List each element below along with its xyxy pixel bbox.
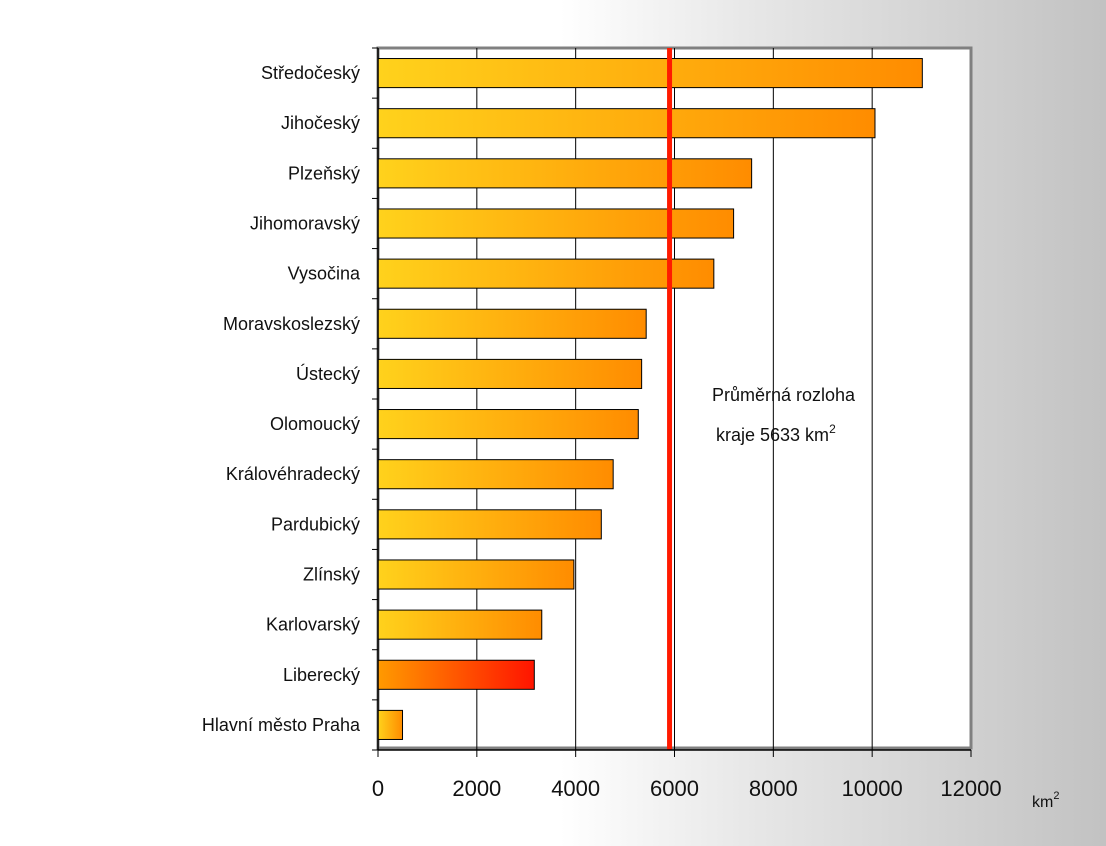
category-label: Moravskoslezský [223,314,360,334]
x-tick-label: 4000 [551,776,600,801]
bar [377,459,614,490]
category-label: Královéhradecký [226,464,360,484]
x-tick-label: 12000 [940,776,1001,801]
x-tick-label: 8000 [749,776,798,801]
bar [377,208,735,239]
bar [377,308,647,339]
bar [377,358,643,389]
category-label: Jihočeský [281,113,360,133]
bar [377,609,543,640]
category-label: Ústecký [296,363,360,384]
x-ticks: 0 2000 4000 6000 8000 10000 12000 [372,750,1002,801]
bar [377,509,602,540]
x-tick-label: 0 [372,776,384,801]
x-unit-label: km2 [1032,790,1059,811]
category-label: Středočeský [261,63,360,83]
bar [377,559,575,590]
category-label: Plzeňský [288,163,360,183]
category-label: Jihomoravský [250,214,360,234]
category-label: Pardubický [271,514,360,534]
y-ticks [372,47,378,751]
annotation-line1: Průměrná rozloha [712,385,856,405]
category-label: Hlavní město Praha [202,715,361,735]
category-labels: Středočeský Jihočeský Plzeňský Jihomoravský… [202,63,361,735]
bar [377,709,404,740]
bar [377,158,753,189]
category-label: Karlovarský [266,615,360,635]
x-tick-label: 10000 [842,776,903,801]
x-tick-label: 6000 [650,776,699,801]
category-label: Olomoucký [270,414,360,434]
category-label: Zlínský [303,565,360,585]
bar [377,58,923,89]
category-label: Vysočina [288,264,361,284]
bar [377,659,535,690]
bar [377,258,715,289]
bar [377,409,639,440]
bar [377,108,876,139]
category-label: Liberecký [283,665,360,685]
x-tick-label: 2000 [452,776,501,801]
annotation-line2: kraje 5633 km2 [716,422,836,445]
